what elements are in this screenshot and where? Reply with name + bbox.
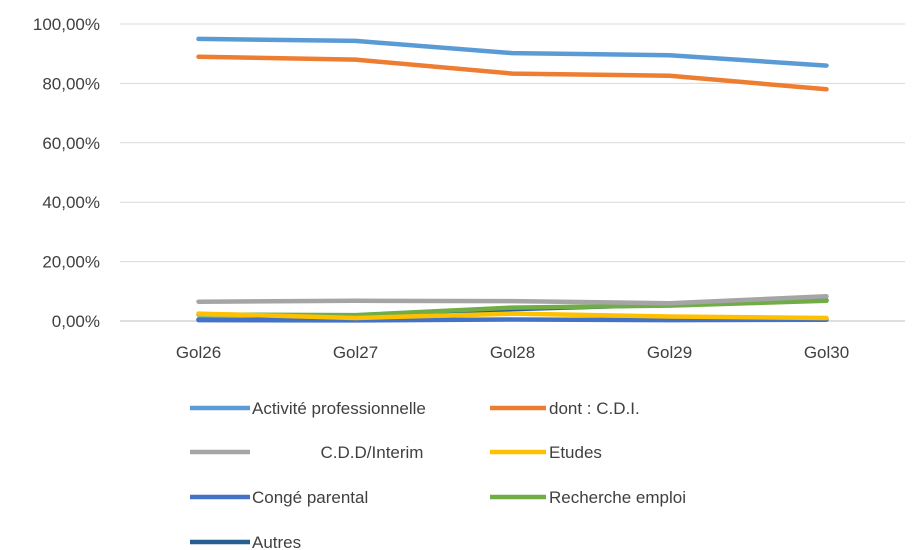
- gridlines: [120, 23, 905, 322]
- series-line: [196, 311, 829, 321]
- series-line: [196, 294, 829, 306]
- y-axis-tick-labels: 0,00% 20,00% 40,00% 60,00% 80,00% 100,00%: [33, 15, 100, 331]
- series-line: [196, 54, 829, 92]
- y-tick-label: 0,00%: [52, 312, 100, 331]
- y-tick-label: 60,00%: [42, 134, 100, 153]
- series-line: [196, 317, 829, 323]
- x-tick-label: Gol27: [333, 343, 378, 362]
- legend-label: Congé parental: [252, 488, 368, 507]
- legend-item: dont : C.D.I.: [490, 399, 640, 418]
- legend-item: Activité professionnelle: [190, 399, 426, 418]
- legend: Activité professionnelle dont : C.D.I. C.D…: [190, 399, 686, 550]
- legend-item: Etudes: [490, 443, 602, 462]
- legend-label: C.D.D/Interim: [321, 443, 424, 462]
- series-line: [196, 36, 829, 68]
- legend-label: Etudes: [549, 443, 602, 462]
- legend-item: Congé parental: [190, 488, 368, 507]
- x-tick-label: Gol28: [490, 343, 535, 362]
- legend-label: Recherche emploi: [549, 488, 686, 507]
- legend-label: Autres: [252, 533, 301, 550]
- y-tick-label: 100,00%: [33, 15, 100, 34]
- x-axis-tick-labels: Gol26 Gol27 Gol28 Gol29 Gol30: [176, 343, 849, 362]
- legend-item: C.D.D/Interim: [190, 443, 423, 462]
- x-tick-label: Gol29: [647, 343, 692, 362]
- legend-label: Activité professionnelle: [252, 399, 426, 418]
- x-tick-label: Gol30: [804, 343, 849, 362]
- y-tick-label: 20,00%: [42, 253, 100, 272]
- legend-item: Autres: [190, 533, 301, 550]
- legend-item: Recherche emploi: [490, 488, 686, 507]
- y-tick-label: 40,00%: [42, 193, 100, 212]
- legend-label: dont : C.D.I.: [549, 399, 640, 418]
- series-lines: [196, 36, 829, 323]
- y-tick-label: 80,00%: [42, 74, 100, 93]
- x-tick-label: Gol26: [176, 343, 221, 362]
